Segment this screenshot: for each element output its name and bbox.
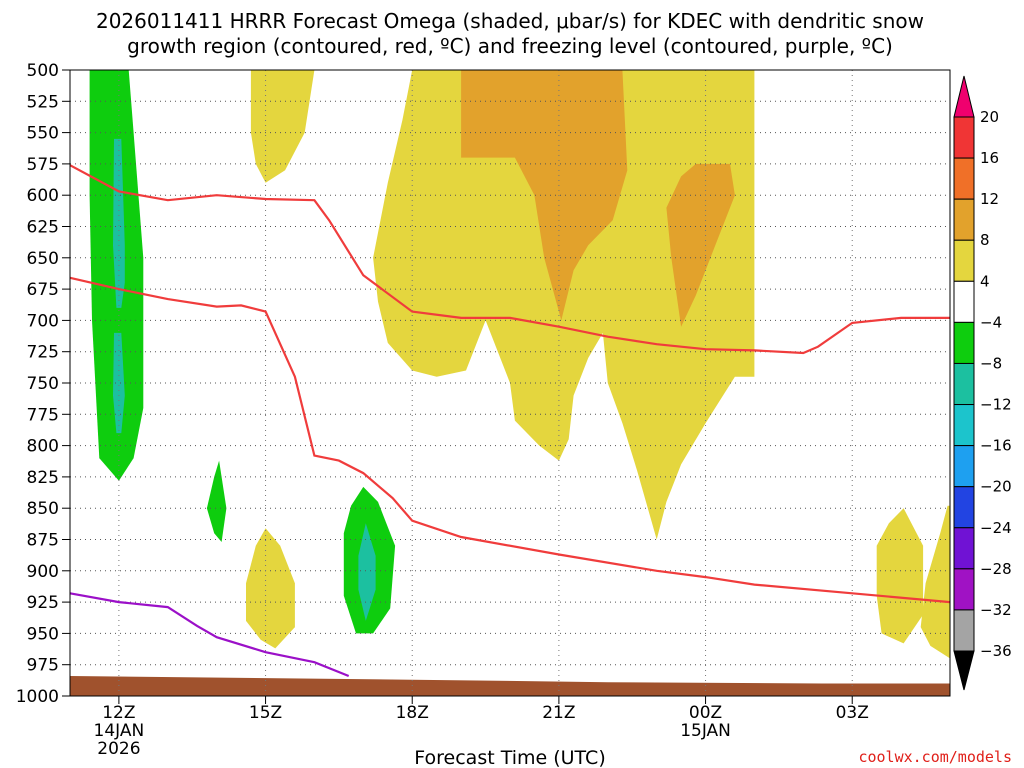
- colorbar-swatch-2: [953, 198, 975, 241]
- terrain-layer: [70, 676, 950, 696]
- y-tick-label-775: 775: [27, 405, 59, 425]
- colorbar-label-4: 4: [980, 272, 990, 290]
- grid-lines: [70, 70, 950, 696]
- colorbar-bottom-triangle: [953, 650, 975, 691]
- colorbar-label-5: −4: [980, 313, 1002, 331]
- isotherm-lines: [69, 164, 951, 678]
- y-tick-label-925: 925: [27, 593, 59, 613]
- colorbar-swatch-8: [953, 445, 975, 488]
- colorbar-label-6: −8: [980, 354, 1002, 372]
- y-tick-label-575: 575: [27, 155, 59, 175]
- y-tick-label-625: 625: [27, 218, 59, 238]
- x-tick-label-21: 21Z: [542, 703, 575, 723]
- y-tick-label-1000: 1000: [16, 687, 59, 707]
- credit-text: coolwx.com/models: [858, 748, 1012, 766]
- colorbar-top-triangle: [953, 75, 975, 118]
- y-tick-label-825: 825: [27, 468, 59, 488]
- x-tick-label-24: 00Z: [689, 703, 722, 723]
- y-tick-label-550: 550: [27, 124, 59, 144]
- y-tick-label-975: 975: [27, 656, 59, 676]
- colorbar-label-12: −32: [980, 601, 1012, 619]
- y-tick-label-725: 725: [27, 343, 59, 363]
- freezing-level-line: [69, 592, 350, 678]
- omega-region-12: [666, 163, 735, 327]
- chart-title-line2: growth region (contoured, red, ºC) and f…: [127, 34, 893, 58]
- dgz-isotherm-upper-line: [69, 164, 950, 355]
- colorbar-label-11: −28: [980, 560, 1012, 578]
- colorbar-swatch-3: [953, 239, 975, 282]
- y-tick-label-950: 950: [27, 624, 59, 644]
- x-tick-label-18: 18Z: [396, 703, 429, 723]
- chart-title-line1: 2026011411 HRRR Forecast Omega (shaded, …: [96, 9, 924, 33]
- y-tick-label-850: 850: [27, 499, 59, 519]
- x-tick-sublabel-24: 15JAN: [680, 721, 731, 741]
- omega-region-9: [876, 508, 924, 644]
- colorbar-label-2: 12: [980, 190, 999, 208]
- colorbar-swatch-7: [953, 404, 975, 447]
- y-tick-label-600: 600: [27, 186, 59, 206]
- x-axis-label: Forecast Time (UTC): [414, 747, 605, 768]
- colorbar-swatch-4: [953, 280, 975, 323]
- dgz-isotherm-lower-line: [69, 276, 951, 604]
- omega-region-2: [113, 332, 125, 434]
- colorbar-swatch-5: [953, 321, 975, 364]
- y-tick-label-800: 800: [27, 437, 59, 457]
- omega-region-1: [113, 138, 125, 308]
- y-tick-label-525: 525: [27, 92, 59, 112]
- colorbar-label-10: −24: [980, 519, 1012, 537]
- colorbar-label-7: −12: [980, 396, 1012, 414]
- colorbar-swatch-9: [953, 486, 975, 529]
- colorbar-label-0: 20: [980, 108, 999, 126]
- colorbar-swatch-12: [953, 609, 975, 652]
- x-tick-label-15: 15Z: [249, 703, 282, 723]
- colorbar-label-1: 16: [980, 149, 999, 167]
- x-tick-label-27: 03Z: [836, 703, 869, 723]
- colorbar-label-13: −36: [980, 642, 1012, 660]
- omega-region-7: [246, 528, 295, 649]
- omega-region-3: [206, 460, 227, 542]
- y-tick-label-675: 675: [27, 280, 59, 300]
- colorbar-swatch-11: [953, 568, 975, 611]
- x-tick-label-12: 12Z: [102, 703, 135, 723]
- colorbar-swatch-10: [953, 527, 975, 570]
- y-tick-label-500: 500: [27, 61, 59, 81]
- y-tick-label-875: 875: [27, 531, 59, 551]
- colorbar-swatch-6: [953, 362, 975, 406]
- colorbar: 20 16 12 8 4 −4 −8 −12 −16 −20 −24 −28 −32 −36: [953, 75, 1012, 691]
- omega-region-10: [920, 505, 950, 659]
- y-tick-label-700: 700: [27, 311, 59, 331]
- y-tick-label-900: 900: [27, 562, 59, 582]
- colorbar-label-8: −16: [980, 437, 1012, 455]
- terrain-ground: [70, 676, 950, 696]
- x-tick-sublabel-12: 14JAN: [94, 721, 145, 741]
- y-tick-label-650: 650: [27, 249, 59, 269]
- x-tick-year-12: 2026: [97, 739, 140, 759]
- omega-shaded-regions: [89, 70, 950, 659]
- y-axis: 500 525 550 575 600 625 650 675 700 725 750 775 800 8…: [16, 61, 70, 707]
- y-tick-label-750: 750: [27, 374, 59, 394]
- colorbar-label-9: −20: [980, 478, 1012, 496]
- omega-region-5: [358, 523, 376, 621]
- colorbar-swatch-0: [953, 116, 975, 159]
- omega-region-6: [250, 70, 315, 183]
- colorbar-swatch-1: [953, 157, 975, 200]
- colorbar-label-3: 8: [980, 231, 990, 249]
